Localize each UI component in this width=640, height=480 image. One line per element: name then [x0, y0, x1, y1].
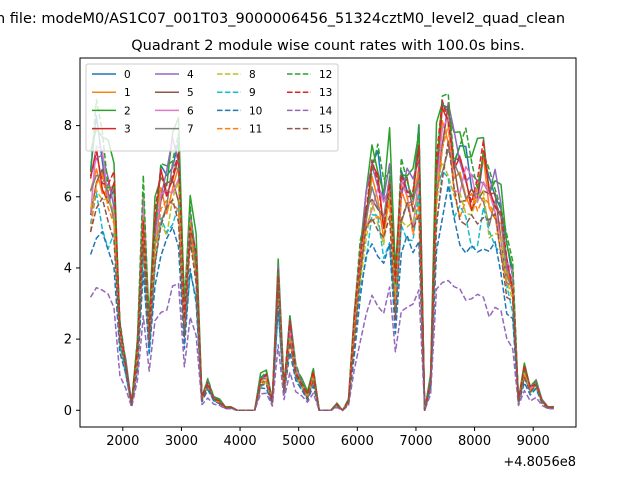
legend-entry-11: 11: [217, 124, 262, 136]
legend-entry-10: 10: [217, 105, 262, 117]
legend-entry-0: 0: [92, 69, 131, 81]
x-tick-label: 4000: [224, 434, 257, 449]
y-tick-label: 2: [64, 333, 72, 348]
x-axis: 2000 3000 4000 5000 6000 7000 8000 9000: [106, 427, 550, 449]
series-layer: [89, 92, 554, 412]
legend-label: 0: [124, 69, 131, 81]
axes-frame: [79, 57, 577, 428]
series-line-10: [89, 184, 554, 412]
legend-entry-14: 14: [287, 105, 333, 117]
x-tick-label: 7000: [399, 434, 432, 449]
x-axis-offset-label: +4.8056e8: [503, 455, 576, 470]
legend-label: 13: [319, 87, 332, 99]
x-tick-label: 8000: [458, 434, 491, 449]
y-tick-label: 8: [64, 119, 72, 134]
legend-frame: [85, 63, 339, 152]
legend-label: 5: [187, 87, 194, 99]
legend-label: 9: [249, 87, 256, 99]
y-tick-label: 4: [64, 261, 72, 276]
x-tick-label: 6000: [341, 434, 374, 449]
legend-label: 2: [124, 105, 131, 117]
figure-suptitle: n file: modeM0/AS1C07_001T03_9000006456_…: [0, 11, 565, 27]
legend-entry-2: 2: [92, 105, 131, 117]
legend-entry-3: 3: [92, 124, 131, 136]
legend-entry-8: 8: [217, 69, 256, 81]
legend-entry-9: 9: [217, 87, 256, 99]
y-tick-label: 6: [64, 190, 72, 205]
x-tick-label: 9000: [517, 434, 550, 449]
legend-entry-6: 6: [155, 105, 194, 117]
chart-title: Quadrant 2 module wise count rates with …: [131, 38, 525, 54]
legend-entry-13: 13: [287, 87, 332, 99]
legend-entry-4: 4: [155, 69, 194, 81]
series-line-15: [89, 140, 554, 412]
series-line-14: [89, 279, 554, 412]
y-axis: 0 2 4 6 8: [64, 119, 80, 419]
legend-label: 7: [187, 124, 194, 136]
x-tick-label: 3000: [165, 434, 198, 449]
x-tick-label: 5000: [282, 434, 315, 449]
y-tick-label: 0: [64, 404, 72, 419]
legend-label: 4: [187, 69, 194, 81]
legend-label: 3: [124, 124, 131, 136]
legend-label: 8: [249, 69, 256, 81]
legend-label: 6: [187, 105, 194, 117]
legend-label: 12: [319, 69, 332, 81]
legend-label: 10: [249, 105, 262, 117]
x-tick-label: 2000: [106, 434, 139, 449]
legend-entry-12: 12: [287, 69, 332, 81]
legend-label: 1: [124, 87, 131, 99]
legend-entry-5: 5: [155, 87, 194, 99]
legend-entry-7: 7: [155, 124, 194, 136]
legend-entry-1: 1: [92, 87, 131, 99]
legend-label: 14: [319, 105, 333, 117]
legend-entry-15: 15: [287, 124, 332, 136]
legend-label: 15: [319, 124, 332, 136]
legend-label: 11: [249, 124, 262, 136]
